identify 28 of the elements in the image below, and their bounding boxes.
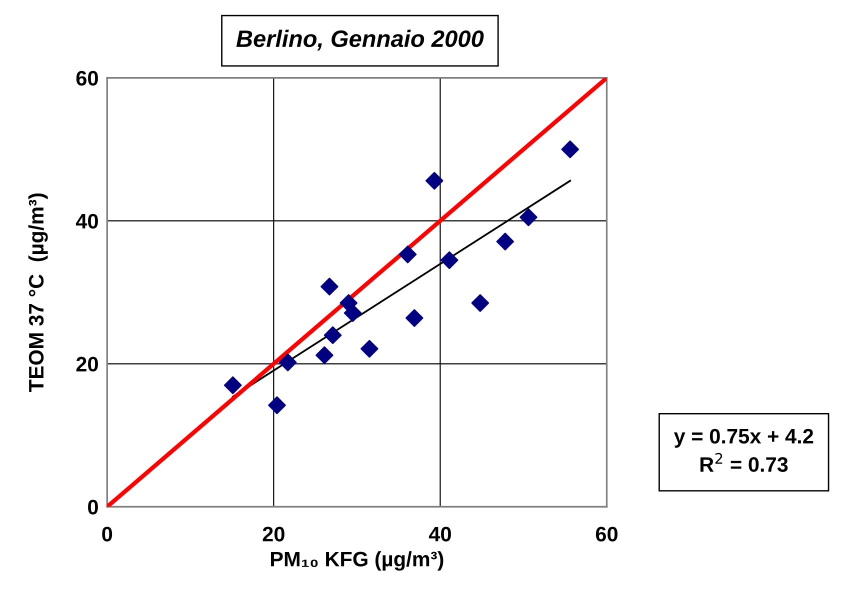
point xyxy=(561,140,580,158)
point xyxy=(316,346,334,364)
point xyxy=(320,278,338,296)
point xyxy=(425,172,444,190)
y-tick-label: 0 xyxy=(88,500,98,515)
x-axis-title: PM₁₀ KFG (µg/m³) xyxy=(271,551,444,571)
point xyxy=(344,304,362,322)
point xyxy=(471,294,490,312)
point xyxy=(398,246,417,264)
point xyxy=(268,396,286,414)
point xyxy=(405,309,424,327)
chart-title: Berlino, Gennaio 2000 xyxy=(236,30,484,50)
point xyxy=(324,326,342,344)
y-tick-label: 20 xyxy=(76,356,98,372)
x-tick-label: 40 xyxy=(428,526,451,542)
x-tick-label: 20 xyxy=(262,526,284,542)
point xyxy=(360,340,378,358)
y-tick-label: 60 xyxy=(76,70,98,86)
point xyxy=(520,208,538,226)
y-axis-title: TEOM 37 °C (µg/m³) xyxy=(28,193,48,392)
x-tick-label: 0 xyxy=(102,526,112,542)
point xyxy=(224,376,242,394)
point xyxy=(278,353,297,372)
point xyxy=(440,251,458,270)
y-tick-label: 40 xyxy=(76,214,98,229)
x-tick-label: 60 xyxy=(596,526,618,542)
text: y = 0.75x + 4.2 R$^{2}$ = 0.73 xyxy=(674,428,814,472)
point xyxy=(496,232,514,250)
